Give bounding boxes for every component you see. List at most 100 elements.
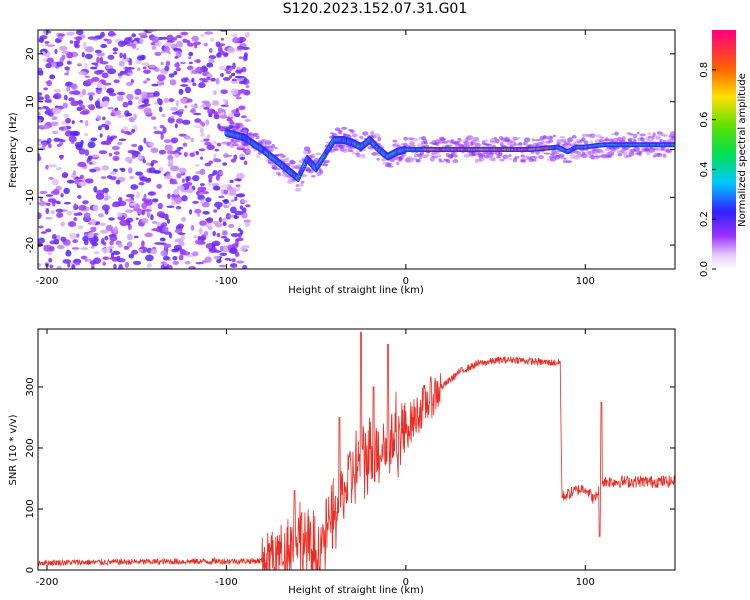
- spectrogram-noise-cell: [107, 68, 117, 75]
- spectrogram-noise-cell: [63, 201, 72, 205]
- spectrogram-halo-cell: [474, 158, 479, 164]
- spectrogram-noise-cell: [106, 135, 111, 142]
- spectrogram-noise-cell: [135, 60, 142, 65]
- spectrogram-halo-cell: [531, 138, 535, 142]
- spectrogram-halo-cell: [387, 162, 393, 166]
- spectrogram-noise-cell: [51, 178, 59, 186]
- spectrogram-noise-cell: [151, 36, 160, 43]
- spectrogram-noise-cell: [147, 191, 155, 196]
- spectrogram-noise-cell: [182, 119, 191, 125]
- spectrogram-halo-cell: [598, 139, 605, 143]
- spectrogram-noise-cell: [113, 226, 118, 233]
- spectrogram-noise-cell: [75, 261, 81, 266]
- spectrogram-noise-cell: [66, 86, 71, 92]
- spectrogram-noise-cell: [91, 242, 99, 247]
- spectrogram-noise-cell: [153, 126, 157, 130]
- spectrogram-halo-cell: [647, 132, 652, 136]
- spectrogram-noise-cell: [200, 133, 206, 137]
- spectrogram-noise-cell: [156, 183, 162, 189]
- spectrogram-halo-cell: [256, 155, 260, 158]
- spectrogram-halo-cell: [350, 131, 355, 134]
- spectrogram-noise-cell: [172, 111, 180, 115]
- spectrogram-noise-cell: [98, 213, 104, 218]
- spectrogram-halo-cell: [232, 143, 239, 147]
- spectrogram-noise-cell: [228, 223, 235, 229]
- spectrogram-noise-cell: [166, 205, 175, 209]
- spectrogram-noise-cell: [229, 179, 234, 183]
- spectrogram-noise-cell: [126, 209, 132, 213]
- spectrogram-noise-cell: [51, 233, 57, 240]
- spectrogram-noise-cell: [96, 189, 105, 197]
- spectrogram-noise-cell: [103, 86, 107, 91]
- spectrogram-noise-cell: [180, 77, 188, 83]
- snr-x-tick-label: 100: [576, 577, 595, 588]
- spectrogram-halo-cell: [422, 138, 428, 144]
- spectrogram-noise-cell: [60, 139, 66, 143]
- spectrogram-x-label: Height of straight line (km): [288, 285, 424, 296]
- spectrogram-noise-cell: [244, 31, 250, 38]
- spectrogram-noise-cell: [125, 112, 133, 117]
- spectrogram-noise-cell: [38, 37, 44, 43]
- spectrogram-noise-cell: [236, 66, 242, 71]
- spectrogram-noise-cell: [67, 221, 77, 227]
- spectrogram-noise-cell: [65, 117, 72, 124]
- spectrogram-noise-cell: [98, 150, 108, 155]
- spectrogram-noise-cell: [164, 261, 168, 267]
- spectrogram-noise-cell: [54, 48, 58, 55]
- colorbar-tick-label: 0.4: [699, 161, 710, 177]
- spectrogram-noise-cell: [118, 138, 127, 142]
- spectrogram-noise-cell: [91, 62, 98, 65]
- spectrogram-noise-cell: [141, 62, 150, 67]
- spectrogram-noise-cell: [66, 52, 74, 59]
- spectrogram-noise-cell: [123, 53, 127, 60]
- spectrogram-noise-cell: [194, 44, 198, 49]
- spectrogram-noise-cell: [142, 159, 146, 164]
- spectrogram-noise-cell: [52, 94, 59, 99]
- spectrogram-noise-cell: [122, 126, 129, 132]
- spectrogram-noise-cell: [77, 161, 87, 168]
- spectrogram-noise-cell: [212, 158, 220, 163]
- spectrogram-halo-cell: [655, 147, 661, 152]
- spectrogram-noise-cell: [77, 63, 82, 67]
- spectrogram-noise-cell: [163, 173, 167, 177]
- spectrogram-noise-cell: [205, 242, 214, 250]
- spectrogram-noise-cell: [107, 175, 113, 179]
- spectrogram-noise-cell: [117, 266, 124, 269]
- spectrogram-noise-cell: [47, 198, 57, 203]
- spectrogram-noise-cell: [195, 151, 199, 156]
- spectrogram-noise-cell: [103, 38, 109, 42]
- spectrogram-noise-cell: [170, 43, 178, 50]
- spectrogram-noise-cell: [174, 62, 180, 68]
- spectrogram-noise-cell: [170, 165, 180, 172]
- spectrogram-halo-cell: [452, 158, 459, 164]
- spectrogram-noise-cell: [164, 144, 173, 152]
- spectrogram-noise-cell: [230, 88, 239, 96]
- spectrogram-noise-cell: [56, 245, 65, 250]
- spectrogram-halo-cell: [440, 137, 447, 141]
- spectrogram-noise-cell: [176, 146, 184, 150]
- spectrogram-noise-cell: [103, 197, 109, 201]
- spectrogram-noise-cell: [38, 119, 42, 123]
- spectrogram-noise-cell: [198, 82, 206, 89]
- spectrogram-noise-cell: [135, 191, 141, 199]
- spectrogram-noise-cell: [184, 261, 191, 265]
- spectrogram-halo-cell: [621, 136, 626, 141]
- spectrogram-halo-cell: [548, 139, 554, 143]
- spectrogram-noise-cell: [63, 187, 70, 195]
- spectrogram-noise-cell: [46, 79, 52, 87]
- spectrogram-noise-cell: [178, 241, 185, 247]
- spectrogram-noise-cell: [207, 182, 214, 186]
- spectrogram-noise-cell: [108, 152, 113, 157]
- spectrogram-halo-cell: [403, 136, 408, 141]
- spectrogram-halo-cell: [295, 184, 300, 187]
- spectrogram-noise-cell: [193, 41, 202, 46]
- spectrogram-halo-cell: [359, 135, 364, 140]
- spectrogram-noise-cell: [101, 247, 111, 254]
- spectrogram-noise-cell: [237, 193, 246, 198]
- spectrogram-noise-cell: [78, 204, 87, 211]
- spectrogram-noise-cell: [49, 74, 56, 80]
- spectrogram-noise-cell: [48, 143, 52, 149]
- spectrogram-noise-cell: [195, 261, 204, 265]
- spectrogram-noise-cell: [146, 263, 152, 269]
- spectrogram-noise-cell: [159, 82, 165, 85]
